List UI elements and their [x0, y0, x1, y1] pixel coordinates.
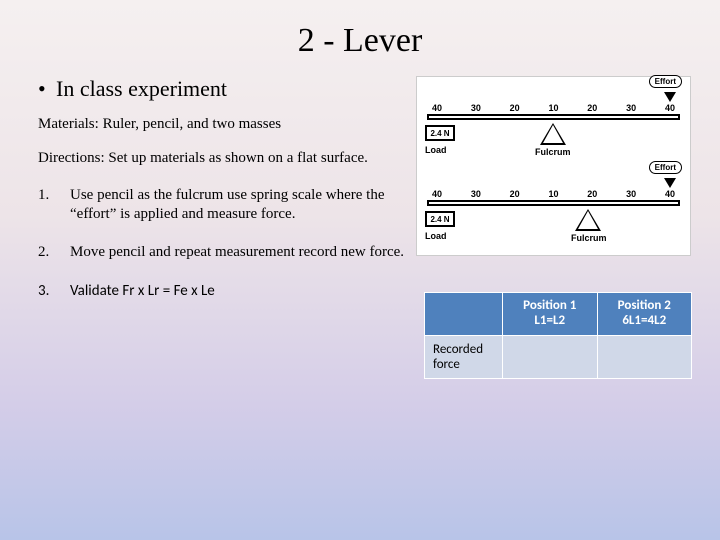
steps-list: Use pencil as the fulcrum use spring sca… — [38, 186, 406, 301]
load-box-1: 2.4 N — [425, 125, 455, 141]
lever-bar-2 — [427, 200, 680, 206]
load-label-2: Load — [425, 231, 447, 241]
effort-label-2: Effort — [649, 161, 682, 174]
effort-arrow-2 — [664, 178, 676, 188]
th-blank — [425, 293, 503, 336]
step-3: Validate Fr x Lr = Fe x Le — [38, 282, 406, 301]
ticks-2: 40302010203040 — [427, 189, 680, 199]
right-column: Effort 40302010203040 2.4 N Load Fulcrum… — [416, 70, 692, 379]
materials-line: Materials: Ruler, pencil, and two masses — [38, 116, 406, 133]
step-1: Use pencil as the fulcrum use spring sca… — [38, 186, 406, 224]
force-table: Position 1L1=L2 Position 26L1=4L2 Record… — [424, 292, 692, 379]
load-label-1: Load — [425, 145, 447, 155]
cell-pos1 — [503, 335, 598, 378]
th-pos2: Position 26L1=4L2 — [597, 293, 692, 336]
lever-row-1: Effort 40302010203040 2.4 N Load Fulcrum — [427, 91, 680, 120]
ticks-1: 40302010203040 — [427, 103, 680, 113]
directions-line: Directions: Set up materials as shown on… — [66, 149, 406, 168]
th-pos1: Position 1L1=L2 — [503, 293, 598, 336]
fulcrum-label-2: Fulcrum — [571, 233, 607, 243]
subheading-text: In class experiment — [56, 76, 227, 101]
left-column: •In class experiment Materials: Ruler, p… — [38, 70, 416, 379]
lever-diagram: Effort 40302010203040 2.4 N Load Fulcrum… — [416, 76, 691, 256]
fulcrum-tri-2 — [578, 211, 598, 229]
effort-arrow-1 — [664, 92, 676, 102]
lever-row-2: Effort 40302010203040 2.4 N Load Fulcrum — [427, 177, 680, 206]
load-box-2: 2.4 N — [425, 211, 455, 227]
lever-bar-1 — [427, 114, 680, 120]
cell-pos2 — [597, 335, 692, 378]
effort-label-1: Effort — [649, 75, 682, 88]
row-label: Recorded force — [425, 335, 503, 378]
step-2: Move pencil and repeat measurement recor… — [38, 243, 406, 262]
subheading: •In class experiment — [38, 76, 406, 102]
fulcrum-label-1: Fulcrum — [535, 147, 571, 157]
fulcrum-tri-1 — [543, 125, 563, 143]
slide-title: 2 - Lever — [0, 0, 720, 70]
